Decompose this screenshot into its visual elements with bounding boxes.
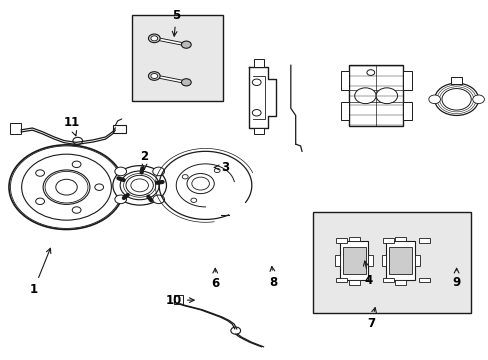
Circle shape	[152, 195, 164, 204]
Circle shape	[181, 79, 191, 86]
Bar	[113, 126, 126, 134]
Circle shape	[9, 145, 124, 229]
Circle shape	[252, 79, 261, 86]
Bar	[340, 102, 348, 120]
Bar	[394, 280, 406, 285]
Circle shape	[182, 175, 188, 179]
Circle shape	[113, 166, 166, 205]
Circle shape	[148, 72, 160, 80]
Circle shape	[428, 95, 440, 104]
Bar	[348, 65, 402, 126]
Text: 2: 2	[140, 150, 148, 169]
Bar	[132, 15, 222, 101]
Circle shape	[115, 167, 126, 176]
Bar	[340, 71, 348, 90]
Text: 11: 11	[63, 116, 80, 136]
Circle shape	[95, 184, 103, 190]
Bar	[348, 237, 359, 241]
Bar	[367, 255, 372, 266]
Bar	[348, 280, 359, 285]
Bar	[254, 59, 263, 67]
Circle shape	[56, 179, 77, 195]
Circle shape	[36, 170, 44, 176]
Bar	[334, 255, 339, 266]
Circle shape	[181, 41, 191, 48]
Circle shape	[151, 36, 158, 41]
Circle shape	[472, 95, 484, 104]
Bar	[10, 123, 21, 134]
Bar	[402, 102, 411, 120]
Circle shape	[152, 167, 164, 176]
Circle shape	[252, 109, 261, 116]
Circle shape	[434, 83, 478, 116]
Text: 5: 5	[172, 9, 180, 36]
Text: 6: 6	[211, 268, 219, 291]
Bar	[388, 247, 411, 274]
Bar	[418, 238, 429, 243]
Text: 10: 10	[165, 294, 194, 307]
Bar	[335, 238, 346, 243]
Circle shape	[72, 207, 81, 213]
Circle shape	[151, 73, 158, 78]
Text: 9: 9	[451, 268, 460, 289]
Circle shape	[214, 168, 220, 173]
Circle shape	[126, 175, 153, 195]
Bar	[383, 238, 393, 243]
Bar	[394, 237, 406, 241]
Bar	[381, 255, 386, 266]
Circle shape	[43, 170, 90, 204]
Circle shape	[115, 195, 126, 204]
Bar	[173, 295, 182, 304]
Bar	[383, 278, 393, 282]
Bar	[402, 71, 411, 90]
Circle shape	[148, 34, 160, 42]
Text: 8: 8	[269, 266, 277, 289]
Text: 3: 3	[214, 161, 228, 174]
Text: 1: 1	[30, 248, 51, 296]
Bar	[386, 241, 414, 280]
Bar	[342, 247, 365, 274]
Bar	[418, 278, 429, 282]
Text: 7: 7	[366, 308, 376, 330]
Bar	[414, 255, 419, 266]
Circle shape	[36, 198, 44, 204]
Circle shape	[354, 88, 375, 104]
Circle shape	[73, 137, 82, 144]
Circle shape	[186, 174, 214, 194]
Bar	[312, 212, 470, 313]
Circle shape	[190, 198, 196, 202]
Circle shape	[72, 161, 81, 167]
Circle shape	[366, 70, 374, 76]
Text: 4: 4	[363, 261, 372, 287]
Bar	[335, 278, 346, 282]
Circle shape	[230, 327, 240, 334]
Bar	[339, 241, 367, 280]
Bar	[254, 128, 263, 134]
Circle shape	[375, 88, 397, 104]
Bar	[450, 77, 462, 84]
